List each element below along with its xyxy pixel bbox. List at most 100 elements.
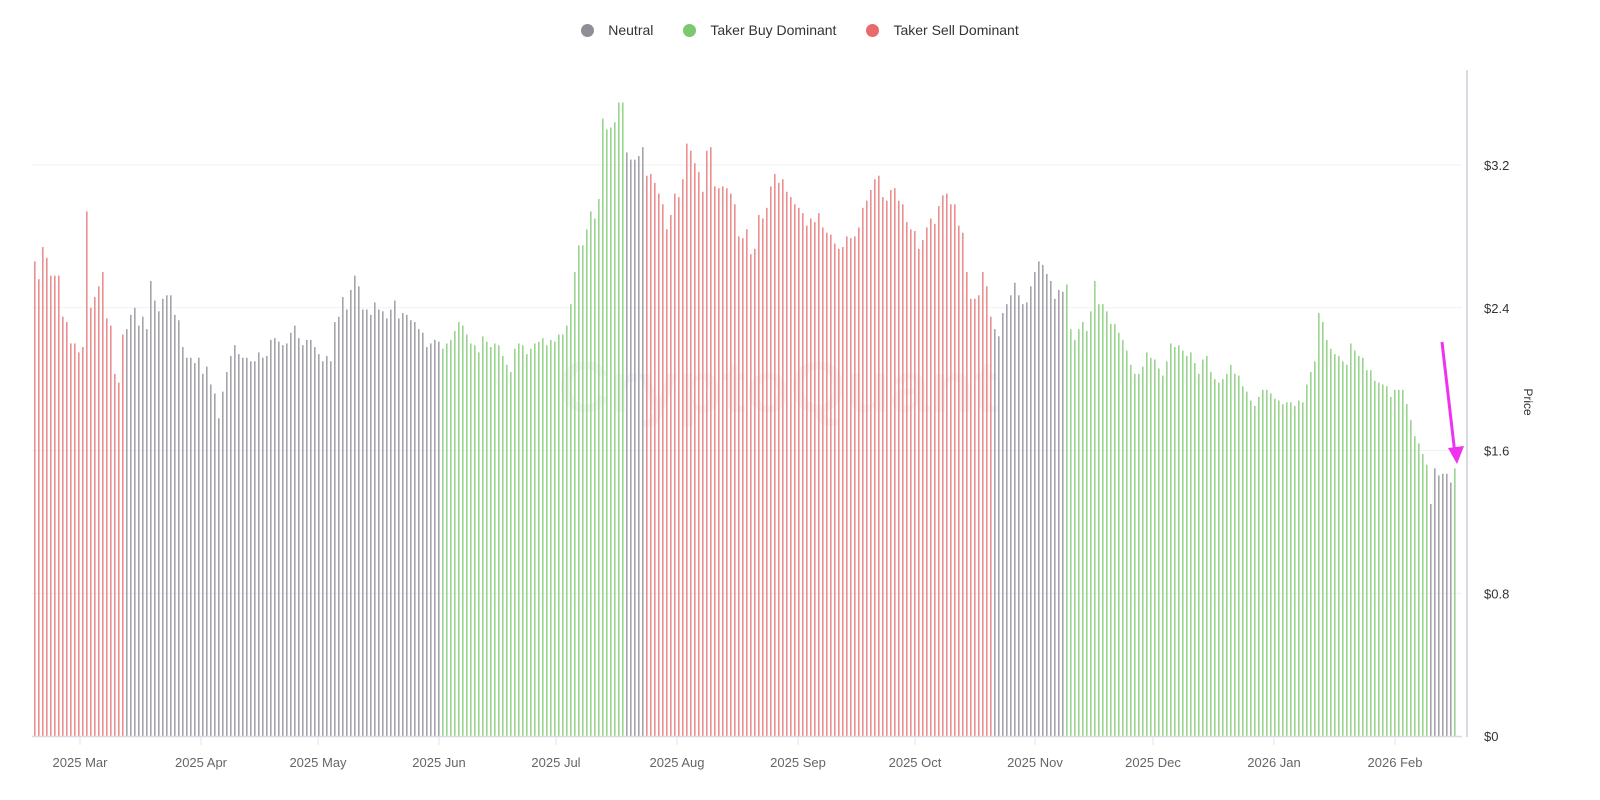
price-bar[interactable]: [1154, 359, 1156, 736]
price-bar[interactable]: [110, 325, 112, 736]
price-bar[interactable]: [70, 343, 72, 736]
price-bar[interactable]: [1074, 339, 1076, 736]
price-bar[interactable]: [914, 231, 916, 736]
price-bar[interactable]: [254, 361, 256, 736]
price-bar[interactable]: [678, 197, 680, 736]
price-bar[interactable]: [1310, 371, 1312, 736]
price-bar[interactable]: [614, 122, 616, 737]
price-bar[interactable]: [834, 243, 836, 736]
price-bar[interactable]: [1250, 400, 1252, 736]
price-bar[interactable]: [918, 248, 920, 736]
price-bar[interactable]: [210, 384, 212, 736]
price-bar[interactable]: [906, 222, 908, 737]
price-bar[interactable]: [1058, 289, 1060, 736]
price-bar[interactable]: [734, 204, 736, 737]
price-bar[interactable]: [1450, 482, 1452, 736]
price-bar[interactable]: [786, 191, 788, 736]
price-bar[interactable]: [298, 338, 300, 736]
price-bar[interactable]: [1366, 370, 1368, 736]
price-bar[interactable]: [402, 313, 404, 736]
price-bar[interactable]: [550, 339, 552, 736]
price-bar[interactable]: [1394, 389, 1396, 736]
price-bar[interactable]: [862, 207, 864, 736]
legend-item-taker-sell[interactable]: Taker Sell Dominant: [866, 22, 1019, 38]
price-bar[interactable]: [854, 236, 856, 736]
price-bar[interactable]: [1026, 302, 1028, 736]
price-bar[interactable]: [818, 213, 820, 737]
price-bar[interactable]: [802, 213, 804, 737]
price-bar[interactable]: [1038, 261, 1040, 736]
price-bar[interactable]: [1382, 384, 1384, 736]
price-bar[interactable]: [1106, 311, 1108, 736]
price-bar[interactable]: [178, 320, 180, 736]
price-bar[interactable]: [730, 193, 732, 737]
price-bar[interactable]: [1322, 322, 1324, 736]
price-bar[interactable]: [1046, 273, 1048, 736]
price-bar[interactable]: [686, 143, 688, 736]
price-bar[interactable]: [954, 204, 956, 737]
price-bar[interactable]: [610, 127, 612, 736]
price-bar[interactable]: [766, 207, 768, 736]
price-bar[interactable]: [490, 347, 492, 736]
price-bar[interactable]: [1374, 380, 1376, 736]
price-bar[interactable]: [1150, 357, 1152, 736]
price-bar[interactable]: [826, 232, 828, 736]
price-bar[interactable]: [1422, 454, 1424, 736]
price-bar[interactable]: [902, 204, 904, 737]
price-bar[interactable]: [606, 129, 608, 736]
price-bar[interactable]: [762, 218, 764, 736]
price-bar[interactable]: [346, 309, 348, 736]
price-bar[interactable]: [338, 316, 340, 736]
price-bar[interactable]: [886, 200, 888, 736]
price-bar[interactable]: [66, 322, 68, 736]
price-bar[interactable]: [454, 330, 456, 736]
price-bar[interactable]: [114, 373, 116, 736]
price-bar[interactable]: [1282, 404, 1284, 736]
price-bar[interactable]: [390, 309, 392, 736]
price-bar[interactable]: [1266, 389, 1268, 736]
price-bar[interactable]: [794, 204, 796, 737]
price-bar[interactable]: [442, 348, 444, 736]
price-bar[interactable]: [286, 343, 288, 736]
price-bar[interactable]: [642, 147, 644, 736]
price-bar[interactable]: [1390, 396, 1392, 736]
price-bar[interactable]: [930, 218, 932, 736]
price-bar[interactable]: [134, 307, 136, 736]
price-bar[interactable]: [1398, 389, 1400, 736]
price-bar[interactable]: [130, 314, 132, 736]
price-bar[interactable]: [218, 418, 220, 736]
price-bar[interactable]: [1054, 298, 1056, 736]
price-bar[interactable]: [1410, 420, 1412, 736]
price-bar[interactable]: [1306, 384, 1308, 736]
price-bar[interactable]: [1334, 354, 1336, 736]
price-bar[interactable]: [934, 223, 936, 736]
price-bar[interactable]: [814, 222, 816, 737]
price-bar[interactable]: [398, 318, 400, 736]
price-bar[interactable]: [746, 229, 748, 737]
price-bar[interactable]: [378, 309, 380, 736]
price-bar[interactable]: [310, 339, 312, 736]
price-bar[interactable]: [822, 227, 824, 736]
price-bar[interactable]: [578, 245, 580, 736]
price-bar[interactable]: [182, 347, 184, 736]
price-bar[interactable]: [1098, 304, 1100, 736]
price-bar[interactable]: [1426, 464, 1428, 736]
price-bar[interactable]: [290, 332, 292, 736]
price-bar[interactable]: [1130, 364, 1132, 736]
price-bar[interactable]: [1238, 375, 1240, 736]
price-bar[interactable]: [1346, 364, 1348, 736]
price-bar[interactable]: [322, 361, 324, 736]
price-bar[interactable]: [1342, 361, 1344, 736]
price-bar[interactable]: [690, 150, 692, 737]
price-bar[interactable]: [1442, 473, 1444, 736]
price-bar[interactable]: [1278, 400, 1280, 736]
price-bar[interactable]: [1090, 311, 1092, 736]
price-bar[interactable]: [1190, 352, 1192, 736]
price-bar[interactable]: [1230, 364, 1232, 736]
price-bar[interactable]: [174, 314, 176, 736]
price-bar[interactable]: [410, 320, 412, 736]
price-bar[interactable]: [582, 245, 584, 736]
price-bar[interactable]: [646, 175, 648, 737]
price-bar[interactable]: [626, 152, 628, 736]
price-bar[interactable]: [82, 347, 84, 736]
